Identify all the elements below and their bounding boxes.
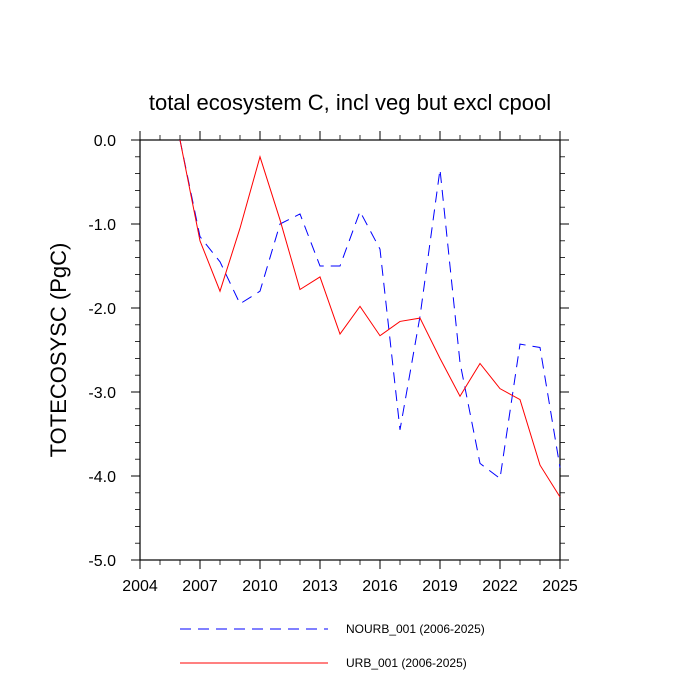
x-tick-label: 2013 bbox=[302, 578, 338, 595]
y-tick-label: -1.0 bbox=[88, 217, 116, 234]
x-tick-label: 2022 bbox=[482, 578, 518, 595]
chart-title: total ecosystem C, incl veg but excl cpo… bbox=[149, 90, 551, 115]
series-line-urb bbox=[179, 139, 561, 498]
x-tick-label: 2007 bbox=[182, 578, 218, 595]
series-line-nourb bbox=[179, 139, 561, 480]
series-layer bbox=[179, 139, 561, 498]
y-tick-label: -2.0 bbox=[88, 301, 116, 318]
y-tick-label: -5.0 bbox=[88, 553, 116, 570]
x-tick-label: 2004 bbox=[122, 578, 158, 595]
x-tick-label: 2016 bbox=[362, 578, 398, 595]
legend: NOURB_001 (2006-2025) URB_001 (2006-2025) bbox=[180, 622, 485, 670]
x-tick-label: 2025 bbox=[542, 578, 578, 595]
legend-label-nourb: NOURB_001 (2006-2025) bbox=[346, 622, 485, 636]
axis-ticks: 2004 2007 2010 2013 2016 2019 2022 2025 0.0 -1.0 -… bbox=[88, 131, 578, 595]
y-tick-label: 0.0 bbox=[94, 133, 116, 150]
legend-label-urb: URB_001 (2006-2025) bbox=[346, 656, 467, 670]
plot-frame bbox=[139, 139, 561, 561]
x-tick-label: 2019 bbox=[422, 578, 458, 595]
y-tick-label: -3.0 bbox=[88, 385, 116, 402]
x-tick-label: 2010 bbox=[242, 578, 278, 595]
y-axis-label: TOTECOSYSC (PgC) bbox=[46, 243, 71, 458]
y-tick-label: -4.0 bbox=[88, 469, 116, 486]
